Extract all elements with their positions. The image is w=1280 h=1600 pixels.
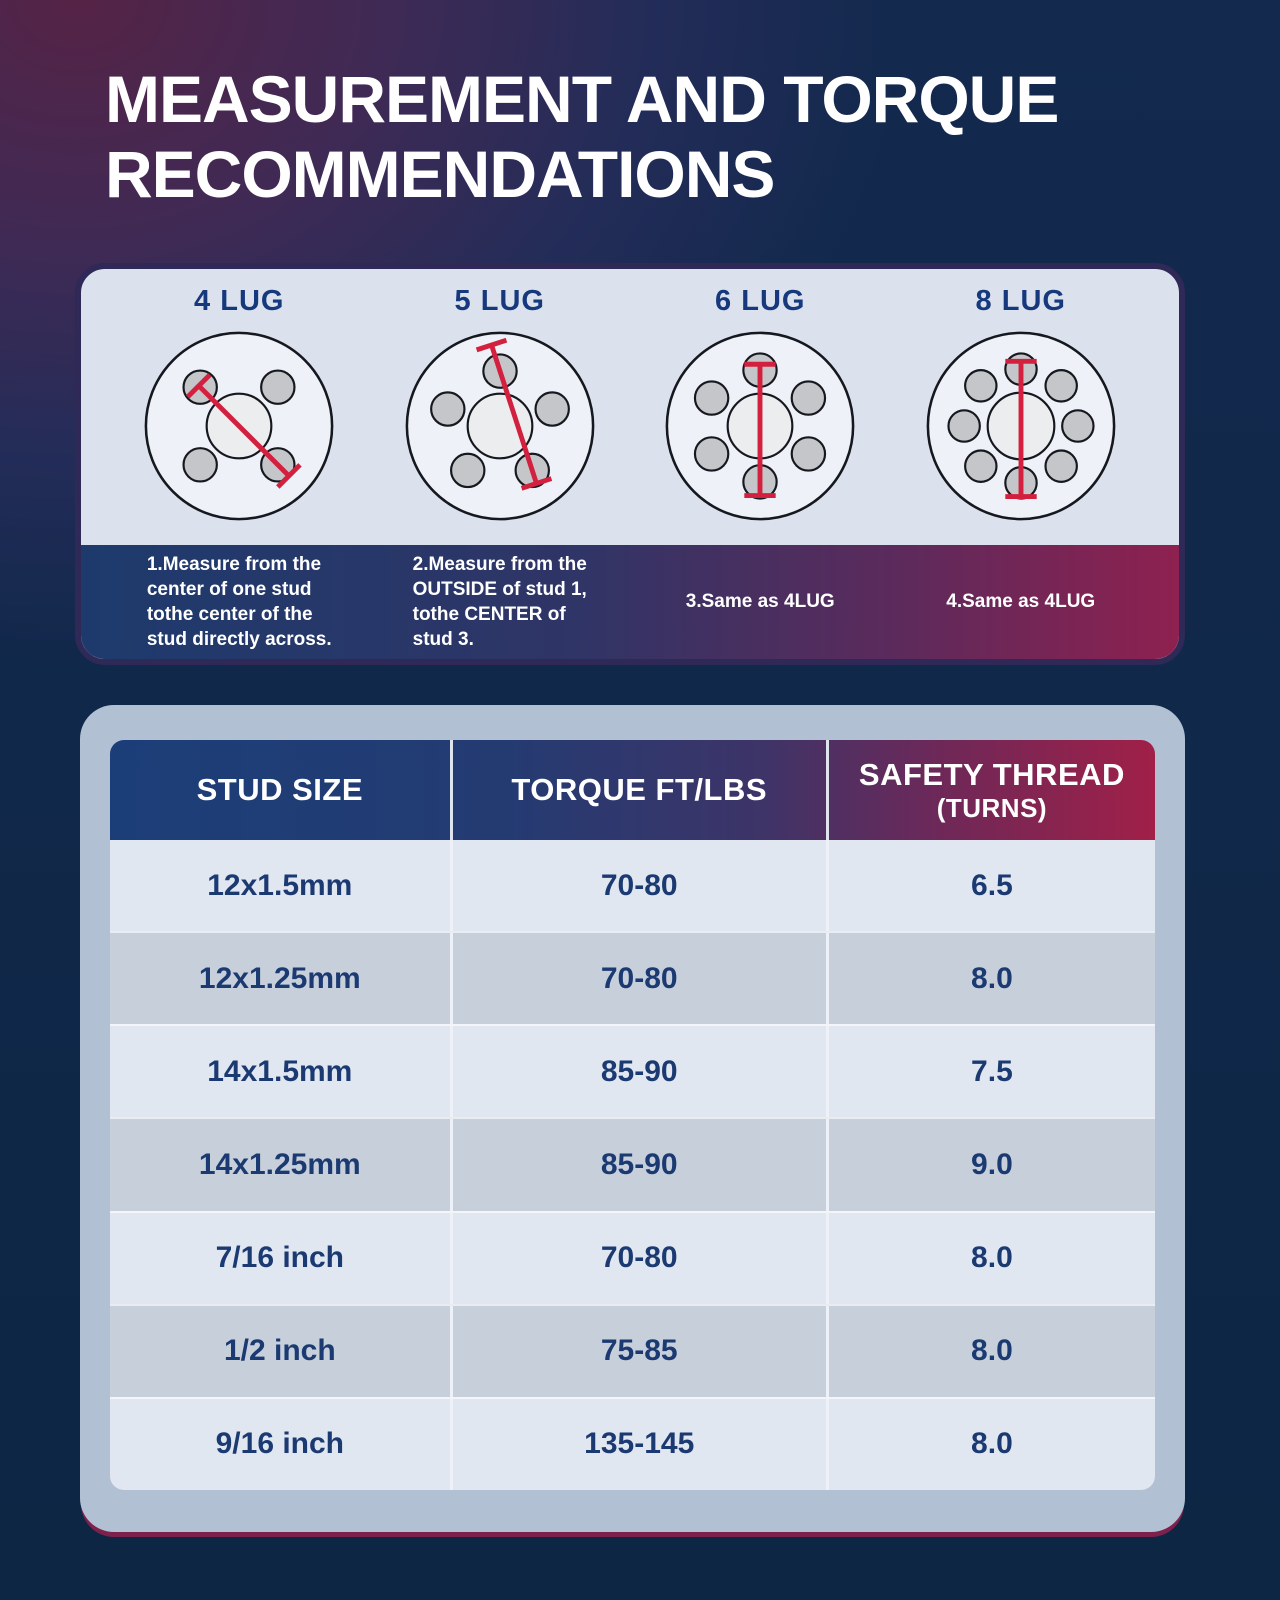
page-title-line1: MEASUREMENT AND TORQUE	[105, 62, 1059, 136]
lug-note-text: 2.Measure from the OUTSIDE of stud 1, to…	[412, 553, 587, 651]
lug-wheel-icon	[926, 331, 1116, 521]
cell-safety-thread: 8.0	[825, 933, 1155, 1025]
header-cell-torque: TORQUE FT/LBS	[449, 740, 826, 840]
cell-stud-size: 9/16 inch	[215, 1427, 345, 1461]
lug-wheel-row: 4 LUG 5 LUG 6 LUG 8 LUG	[81, 269, 1179, 545]
header-sublabel: (TURNS)	[936, 792, 1048, 823]
cell-stud-size: 12x1.5mm	[207, 868, 353, 902]
cell-safety-thread: 8.0	[825, 1212, 1155, 1304]
table-row: 9/16 inch 135-145 8.0	[110, 1396, 1155, 1490]
cell-torque: 75-85	[449, 1305, 826, 1397]
cell-stud-size: 14x1.5mm	[207, 1054, 353, 1088]
cell-torque: 85-90	[449, 1026, 826, 1118]
header-label: TORQUE FT/LBS	[511, 771, 768, 807]
header-label: SAFETY THREAD	[858, 756, 1125, 792]
lug-note-2: 2.Measure from the OUTSIDE of stud 1, to…	[370, 552, 631, 652]
lug-column-4: 4 LUG	[109, 283, 370, 545]
table-body: 12x1.5mm 70-80 6.5 12x1.25mm 70-80 8.0 14x1.5m…	[110, 840, 1155, 1490]
cell-torque: 70-80	[449, 840, 826, 932]
header-label: STUD SIZE	[196, 771, 364, 807]
lug-column-8: 8 LUG	[891, 283, 1152, 545]
lug-note-text: 1.Measure from the center of one stud to…	[146, 553, 332, 651]
header-cell-safety-thread: SAFETY THREAD (TURNS)	[825, 740, 1155, 840]
cell-safety-thread: 7.5	[825, 1026, 1155, 1118]
cell-stud-size: 7/16 inch	[215, 1241, 345, 1275]
table-row: 14x1.25mm 85-90 9.0	[110, 1117, 1155, 1211]
cell-stud-size: 1/2 inch	[223, 1334, 336, 1368]
lug-note-4: 4.Same as 4LUG	[891, 589, 1152, 614]
torque-table: STUD SIZE TORQUE FT/LBS SAFETY THREAD (T…	[110, 740, 1155, 1490]
cell-safety-thread: 9.0	[825, 1119, 1155, 1211]
lug-column-5: 5 LUG	[370, 283, 631, 545]
lug-label: 4 LUG	[194, 285, 285, 317]
cell-stud-size: 14x1.25mm	[198, 1147, 361, 1181]
page-title-line2: RECOMMENDATIONS	[105, 137, 775, 212]
lug-notes-strip: 1.Measure from the center of one stud to…	[81, 545, 1179, 659]
table-row: 14x1.5mm 85-90 7.5	[110, 1024, 1155, 1118]
cell-torque: 70-80	[449, 1212, 826, 1304]
cell-safety-thread: 6.5	[825, 840, 1155, 932]
cell-safety-thread: 8.0	[825, 1305, 1155, 1397]
cell-torque: 70-80	[449, 933, 826, 1025]
lug-column-6: 6 LUG	[630, 283, 891, 545]
lug-note-text: 4.Same as 4LUG	[946, 591, 1096, 613]
table-header-row: STUD SIZE TORQUE FT/LBS SAFETY THREAD (T…	[110, 740, 1155, 840]
cell-torque: 85-90	[449, 1119, 826, 1211]
cell-stud-size: 12x1.25mm	[198, 961, 361, 995]
table-row: 12x1.5mm 70-80 6.5	[110, 840, 1155, 932]
header-cell-stud-size: STUD SIZE	[110, 740, 450, 840]
page-title: MEASUREMENT AND TORQUE RECOMMENDATIONS	[105, 62, 1195, 212]
lug-wheel-icon	[665, 331, 855, 521]
torque-table-panel: STUD SIZE TORQUE FT/LBS SAFETY THREAD (T…	[80, 705, 1185, 1532]
table-row: 1/2 inch 75-85 8.0	[110, 1303, 1155, 1397]
lug-wheel-icon	[144, 331, 334, 521]
lug-note-1: 1.Measure from the center of one stud to…	[109, 552, 370, 652]
cell-safety-thread: 8.0	[825, 1398, 1155, 1490]
lug-note-3: 3.Same as 4LUG	[630, 589, 891, 614]
lug-label: 6 LUG	[715, 285, 806, 317]
cell-torque: 135-145	[449, 1398, 826, 1490]
lug-label: 5 LUG	[454, 285, 545, 317]
lug-wheel-icon	[405, 331, 595, 521]
lug-diagram-panel: 4 LUG 5 LUG 6 LUG 8 LUG 1.Measure from the …	[75, 263, 1185, 665]
table-row: 12x1.25mm 70-80 8.0	[110, 931, 1155, 1025]
lug-note-text: 3.Same as 4LUG	[685, 591, 835, 613]
lug-label: 8 LUG	[975, 285, 1066, 317]
table-row: 7/16 inch 70-80 8.0	[110, 1210, 1155, 1304]
